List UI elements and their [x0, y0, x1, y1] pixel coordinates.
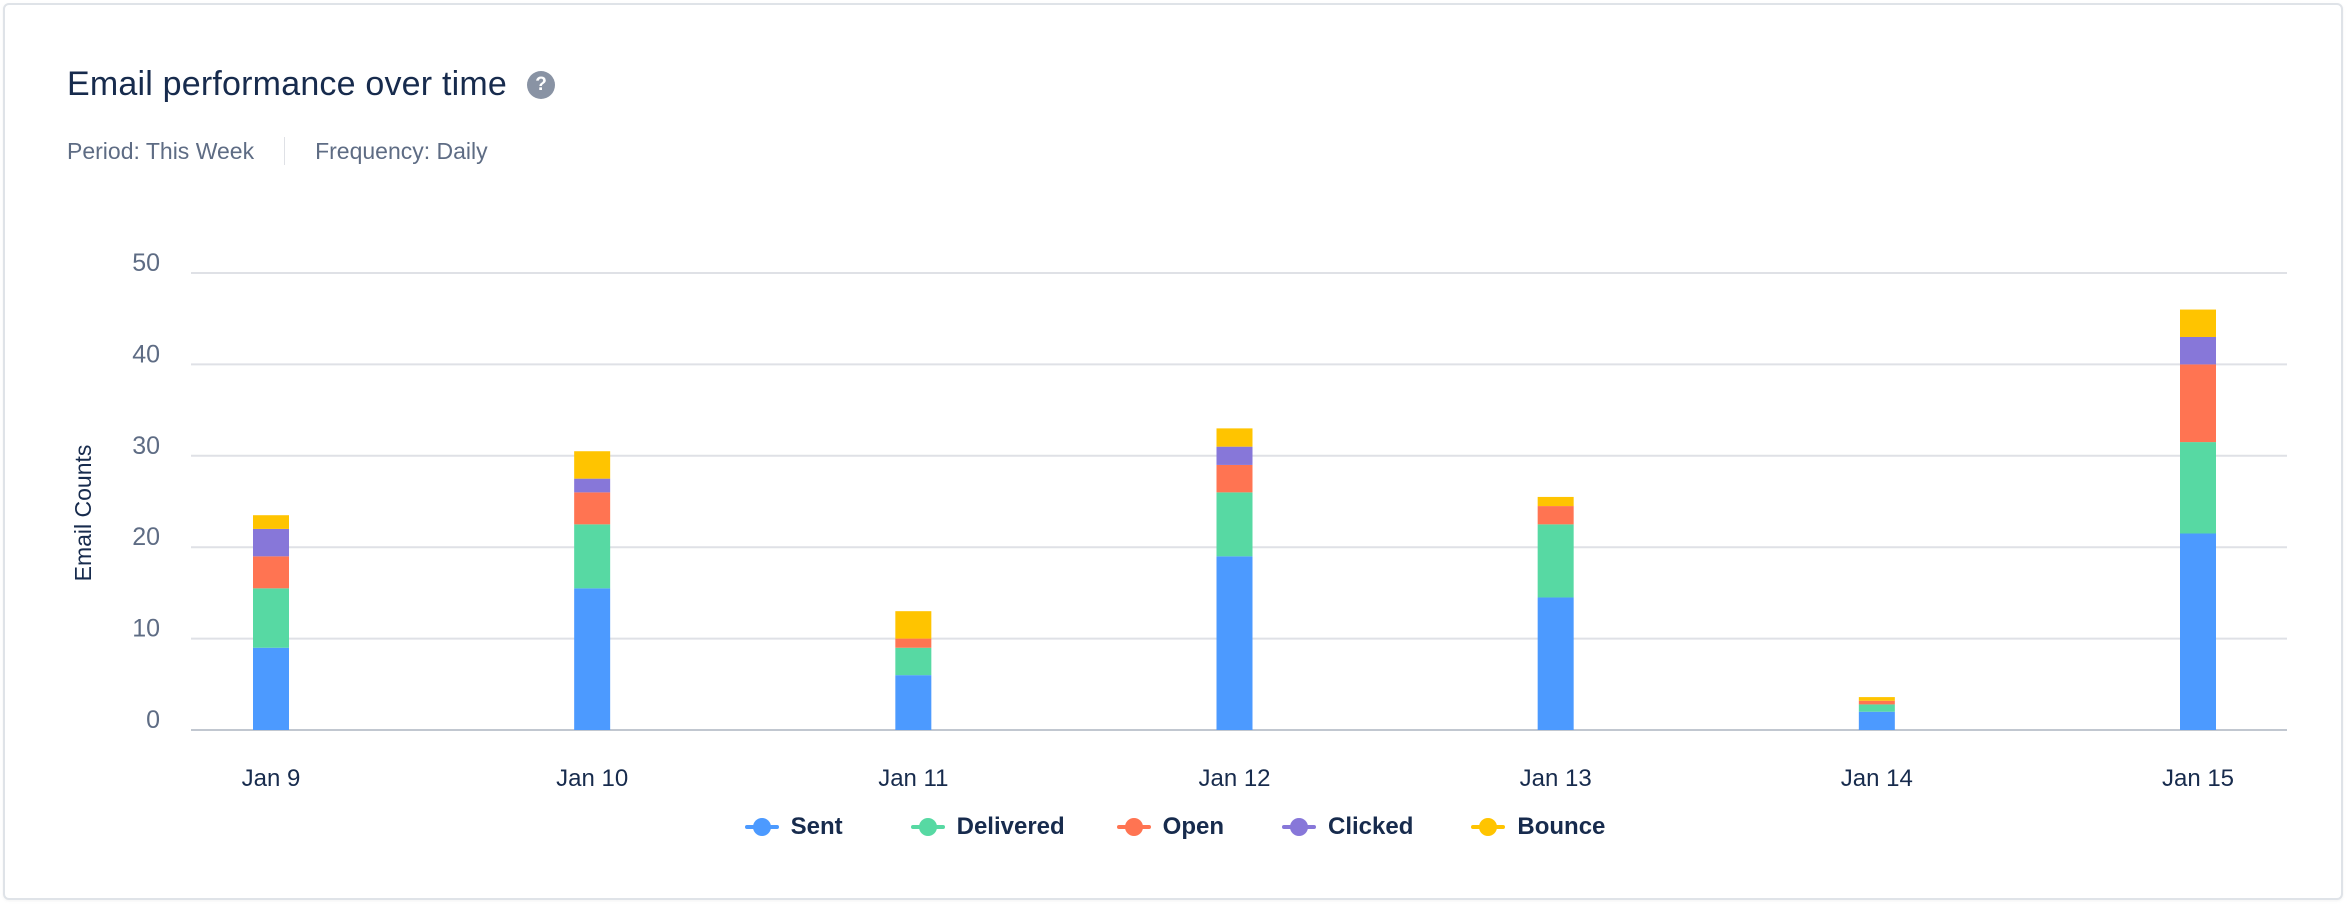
legend-label: Bounce: [1517, 813, 1606, 840]
legend-item-bounce[interactable]: Bounce: [1471, 813, 1605, 841]
bar-segment-open: [895, 638, 932, 648]
legend-label: Sent: [790, 813, 843, 840]
x-tick-label: Jan 9: [242, 765, 301, 792]
legend-marker-icon: [910, 818, 945, 836]
frequency-filter[interactable]: Frequency: Daily: [315, 137, 488, 164]
legend-item-open[interactable]: Open: [1116, 813, 1225, 841]
bar-segment-open: [1537, 506, 1574, 525]
bar-segment-sent: [253, 647, 289, 730]
bar-segment-open: [1216, 464, 1253, 493]
x-tick-label: Jan 12: [1198, 765, 1270, 792]
legend-item-delivered[interactable]: Delivered: [910, 813, 1065, 841]
bar-segment-delivered: [1216, 492, 1253, 557]
x-tick-label: Jan 11: [878, 765, 948, 792]
legend-label: Open: [1162, 813, 1225, 840]
bar-segment-delivered: [2180, 442, 2216, 534]
bar-segment-bounce: [253, 515, 289, 529]
y-tick-label: 40: [132, 340, 160, 368]
bar-segment-bounce: [1216, 428, 1253, 447]
legend-label: Clicked: [1328, 813, 1414, 840]
chart-meta: Period: This Week Frequency: Daily: [67, 137, 488, 165]
y-tick-label: 20: [132, 523, 160, 551]
bar-segment-delivered: [895, 647, 932, 676]
bar-segment-bounce: [2180, 309, 2216, 337]
x-tick-label: Jan 10: [556, 765, 628, 792]
question-circle-icon[interactable]: ?: [527, 70, 555, 99]
y-axis-label: Email Counts: [70, 445, 96, 582]
y-tick-label: 10: [132, 615, 160, 643]
bar-segment-sent: [895, 675, 932, 730]
bar-segment-bounce: [1537, 496, 1574, 507]
bar-segment-clicked: [253, 528, 289, 557]
period-filter[interactable]: Period: This Week: [67, 137, 255, 164]
chart-legend: Sent Delivered Open Clicked Bounce: [5, 813, 2345, 841]
chart-header: Email performance over time ?: [67, 65, 555, 104]
bar-segment-open: [2180, 364, 2216, 443]
bar-segment-open: [253, 556, 289, 589]
bar-segment-sent: [574, 588, 611, 730]
bar-segment-delivered: [253, 588, 289, 648]
bar-segment-delivered: [1537, 524, 1574, 598]
chart-title: Email performance over time: [67, 65, 507, 103]
bar-segment-sent: [1858, 711, 1895, 730]
bar-segment-bounce: [574, 451, 611, 479]
legend-marker-icon: [1116, 818, 1151, 836]
bar-segment-sent: [1216, 556, 1253, 730]
bar-segment-clicked: [574, 478, 611, 493]
legend-marker-icon: [744, 818, 779, 836]
bar-segment-sent: [1537, 597, 1574, 730]
y-tick-label: 0: [146, 706, 160, 734]
stacked-bar-chart: 0 10 20 30 40 50 Email Counts Jan 9 Jan 10 Jan 11…: [70, 249, 2287, 792]
bar-segment-bounce: [895, 611, 932, 639]
legend-item-clicked[interactable]: Clicked: [1282, 813, 1413, 841]
bar-segment-delivered: [1858, 704, 1895, 712]
bar-segment-open: [574, 492, 611, 525]
bar-segment-open: [1858, 700, 1895, 705]
legend-marker-icon: [1282, 818, 1317, 836]
bar-segment-bounce: [1858, 697, 1895, 701]
meta-divider: [284, 137, 286, 165]
bar-segment-clicked: [1216, 446, 1253, 465]
bar-segment-clicked: [2180, 336, 2216, 365]
y-tick-label: 50: [132, 249, 160, 277]
x-tick-label: Jan 14: [1841, 765, 1913, 792]
legend-item-sent[interactable]: Sent: [744, 813, 843, 841]
y-tick-label: 30: [132, 432, 160, 460]
x-tick-label: Jan 13: [1520, 765, 1592, 792]
legend-marker-icon: [1471, 818, 1506, 836]
bar-segment-sent: [2180, 533, 2216, 730]
legend-label: Delivered: [956, 813, 1065, 840]
x-tick-label: Jan 15: [2162, 765, 2234, 792]
chart-card: Email performance over time ? Period: Th…: [3, 3, 2343, 900]
bar-segment-delivered: [574, 524, 611, 589]
